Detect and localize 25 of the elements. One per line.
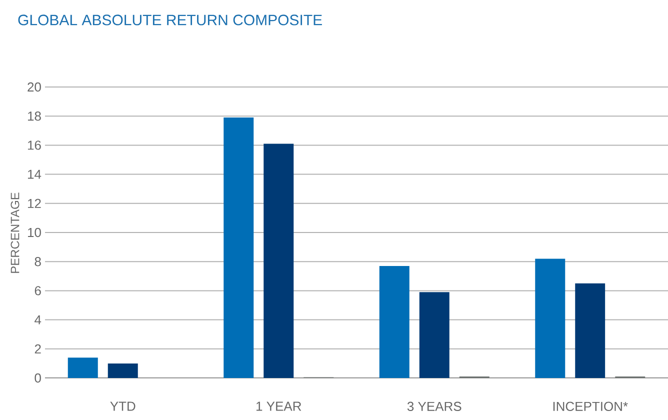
chart-title: GLOBAL ABSOLUTE RETURN COMPOSITE (18, 14, 322, 26)
y-tick-label: 4 (34, 315, 42, 324)
y-tick-label: 20 (28, 82, 41, 92)
x-tick-label: YTD (110, 402, 136, 411)
y-tick-label: 8 (34, 256, 41, 266)
bar (379, 266, 410, 378)
y-axis-title: PERCENTAGE (10, 192, 20, 273)
bar (264, 144, 294, 378)
x-tick-label: INCEPTION* (553, 402, 628, 412)
y-tick-label: 12 (28, 198, 41, 208)
bar (535, 258, 566, 378)
y-tick-label: 2 (34, 344, 41, 354)
y-tick-label: 16 (28, 140, 41, 150)
bar (575, 283, 606, 378)
y-tick-label: 18 (28, 111, 41, 121)
x-tick-label: 1 YEAR (256, 402, 302, 411)
y-tick-label: 0 (34, 373, 41, 383)
bar (108, 363, 138, 378)
x-tick-label: 3 YEARS (407, 402, 462, 412)
y-tick-label: 10 (28, 228, 41, 238)
bar (224, 118, 254, 378)
y-tick-label: 6 (34, 286, 41, 296)
bar (419, 292, 450, 378)
y-tick-label: 14 (28, 170, 42, 179)
bar (68, 358, 98, 378)
